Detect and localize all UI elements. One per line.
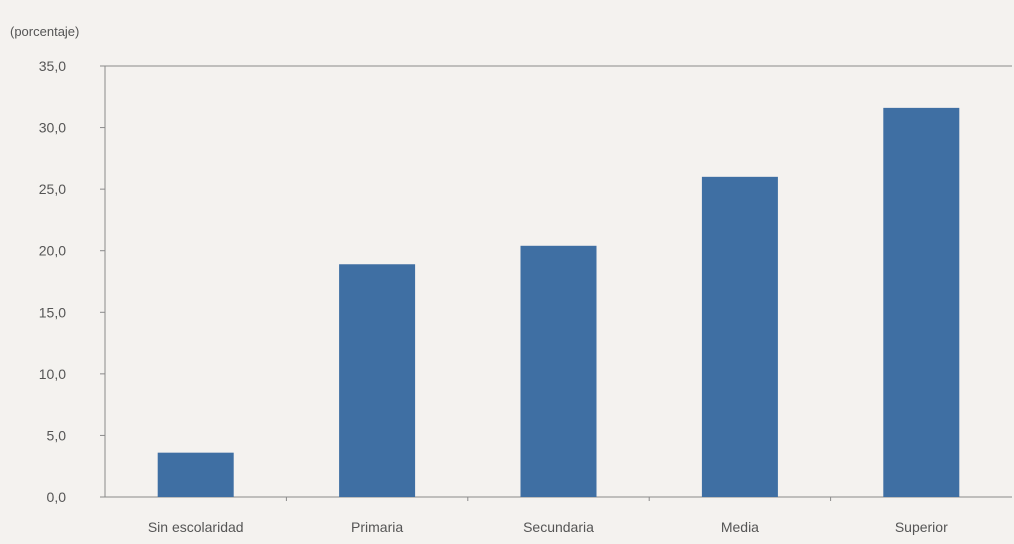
x-category-label: Primaria	[351, 519, 403, 535]
y-tick-label: 0,0	[47, 489, 67, 505]
x-axis: Sin escolaridad Primaria Secundaria Media Su…	[148, 497, 948, 535]
y-tick-label: 5,0	[47, 427, 67, 443]
x-category-label: Sin escolaridad	[148, 519, 244, 535]
bar	[157, 452, 234, 497]
x-category-label: Secundaria	[523, 519, 594, 535]
y-tick-label: 10,0	[39, 366, 66, 382]
y-axis: 0,0 5,0 10,0 15,0 20,0 25,0 30,0 35,0	[39, 58, 105, 505]
y-tick-label: 25,0	[39, 181, 66, 197]
bar	[701, 176, 778, 498]
y-tick-label: 30,0	[39, 120, 66, 136]
bar	[520, 245, 597, 497]
y-axis-unit-label: (porcentaje)	[10, 24, 79, 39]
x-category-label: Superior	[895, 519, 948, 535]
x-category-label: Media	[721, 519, 759, 535]
bar	[883, 107, 960, 498]
y-tick-label: 15,0	[39, 304, 66, 320]
bar	[339, 264, 416, 497]
y-tick-label: 35,0	[39, 58, 66, 74]
bars	[157, 107, 960, 498]
y-tick-label: 20,0	[39, 243, 66, 259]
